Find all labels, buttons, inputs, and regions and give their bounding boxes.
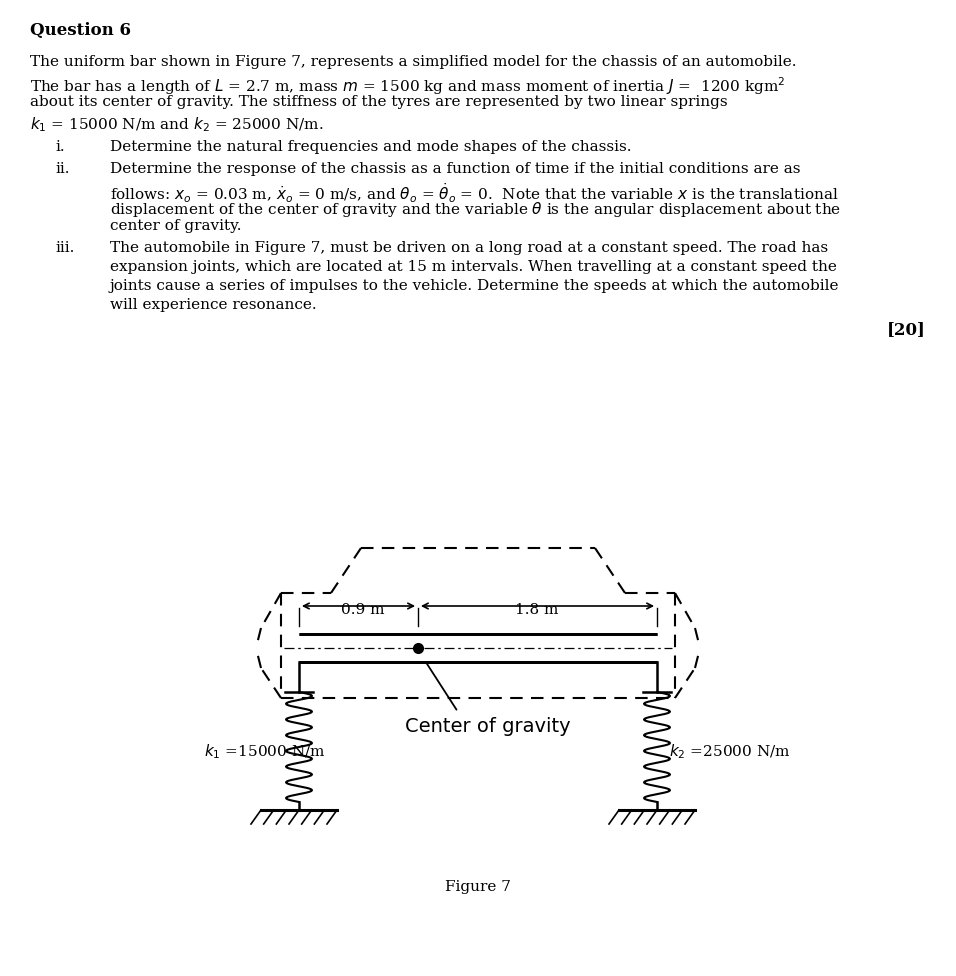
Text: will experience resonance.: will experience resonance. xyxy=(110,298,316,312)
Text: expansion joints, which are located at 15 m intervals. When travelling at a cons: expansion joints, which are located at 1… xyxy=(110,260,836,274)
Text: Determine the natural frequencies and mode shapes of the chassis.: Determine the natural frequencies and mo… xyxy=(110,140,632,154)
Text: Figure 7: Figure 7 xyxy=(445,880,511,894)
Text: The uniform bar shown in Figure 7, represents a simplified model for the chassis: The uniform bar shown in Figure 7, repre… xyxy=(30,55,796,69)
Text: $k_1$ = 15000 N/m and $k_2$ = 25000 N/m.: $k_1$ = 15000 N/m and $k_2$ = 25000 N/m. xyxy=(30,115,323,134)
Text: The automobile in Figure 7, must be driven on a long road at a constant speed. T: The automobile in Figure 7, must be driv… xyxy=(110,241,828,255)
Bar xyxy=(299,634,658,662)
Text: joints cause a series of impulses to the vehicle. Determine the speeds at which : joints cause a series of impulses to the… xyxy=(110,279,839,293)
Text: displacement of the center of gravity and the variable $\theta$ is the angular d: displacement of the center of gravity an… xyxy=(110,200,841,219)
Text: about its center of gravity. The stiffness of the tyres are represented by two l: about its center of gravity. The stiffne… xyxy=(30,95,728,109)
Text: 0.9 m: 0.9 m xyxy=(341,603,384,617)
Text: $k_1$ =15000 N/m: $k_1$ =15000 N/m xyxy=(204,742,326,760)
Text: [20]: [20] xyxy=(887,321,926,338)
Text: The bar has a length of $L$ = 2.7 m, mass $m$ = 1500 kg and mass moment of inert: The bar has a length of $L$ = 2.7 m, mas… xyxy=(30,75,786,97)
Text: Center of gravity: Center of gravity xyxy=(405,717,571,736)
Text: follows: $x_o$ = 0.03 m, $\dot{x}_o$ = 0 m/s, and $\theta_o$ = $\dot{\theta}_o$ : follows: $x_o$ = 0.03 m, $\dot{x}_o$ = 0… xyxy=(110,181,838,205)
Text: i.: i. xyxy=(55,140,65,154)
Text: center of gravity.: center of gravity. xyxy=(110,219,242,233)
Text: Determine the response of the chassis as a function of time if the initial condi: Determine the response of the chassis as… xyxy=(110,162,800,176)
Text: 1.8 m: 1.8 m xyxy=(515,603,558,617)
Text: ii.: ii. xyxy=(55,162,70,176)
Text: iii.: iii. xyxy=(55,241,75,255)
Text: Question 6: Question 6 xyxy=(30,22,131,39)
Text: $k_2$ =25000 N/m: $k_2$ =25000 N/m xyxy=(669,742,791,760)
